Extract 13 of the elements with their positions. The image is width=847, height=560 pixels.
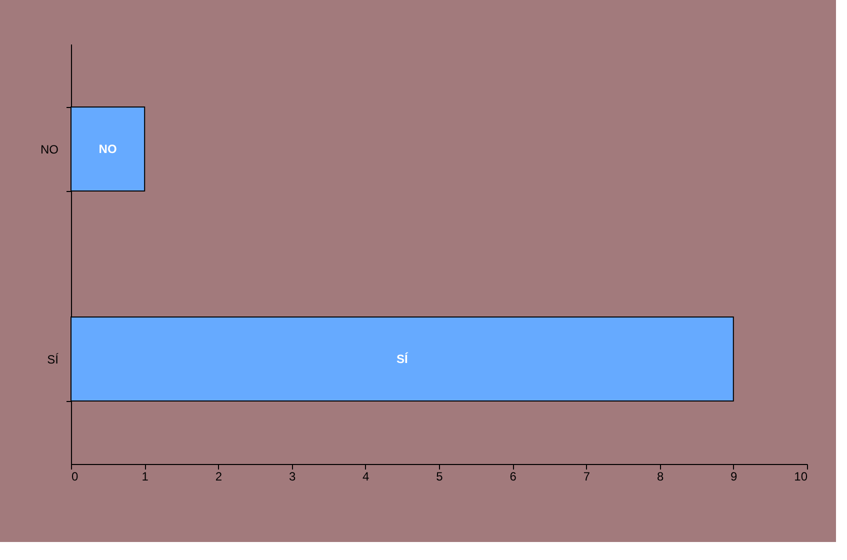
x-tick-label: 3 — [288, 470, 296, 484]
x-tick-label: 8 — [656, 470, 664, 484]
x-tick-label: 2 — [215, 470, 222, 484]
x-tick-label: 9 — [730, 470, 738, 484]
x-tick-label: 5 — [436, 470, 444, 484]
data-label: SÍ — [396, 352, 409, 366]
x-tick-label: 6 — [510, 470, 517, 484]
x-tick-label: 4 — [362, 470, 370, 484]
data-label: NO — [98, 142, 117, 156]
x-tick-label: 0 — [72, 470, 78, 484]
x-tick-label: 10 — [794, 470, 808, 484]
x-tick-label: 7 — [583, 470, 590, 484]
x-tick-label: 1 — [142, 470, 149, 484]
